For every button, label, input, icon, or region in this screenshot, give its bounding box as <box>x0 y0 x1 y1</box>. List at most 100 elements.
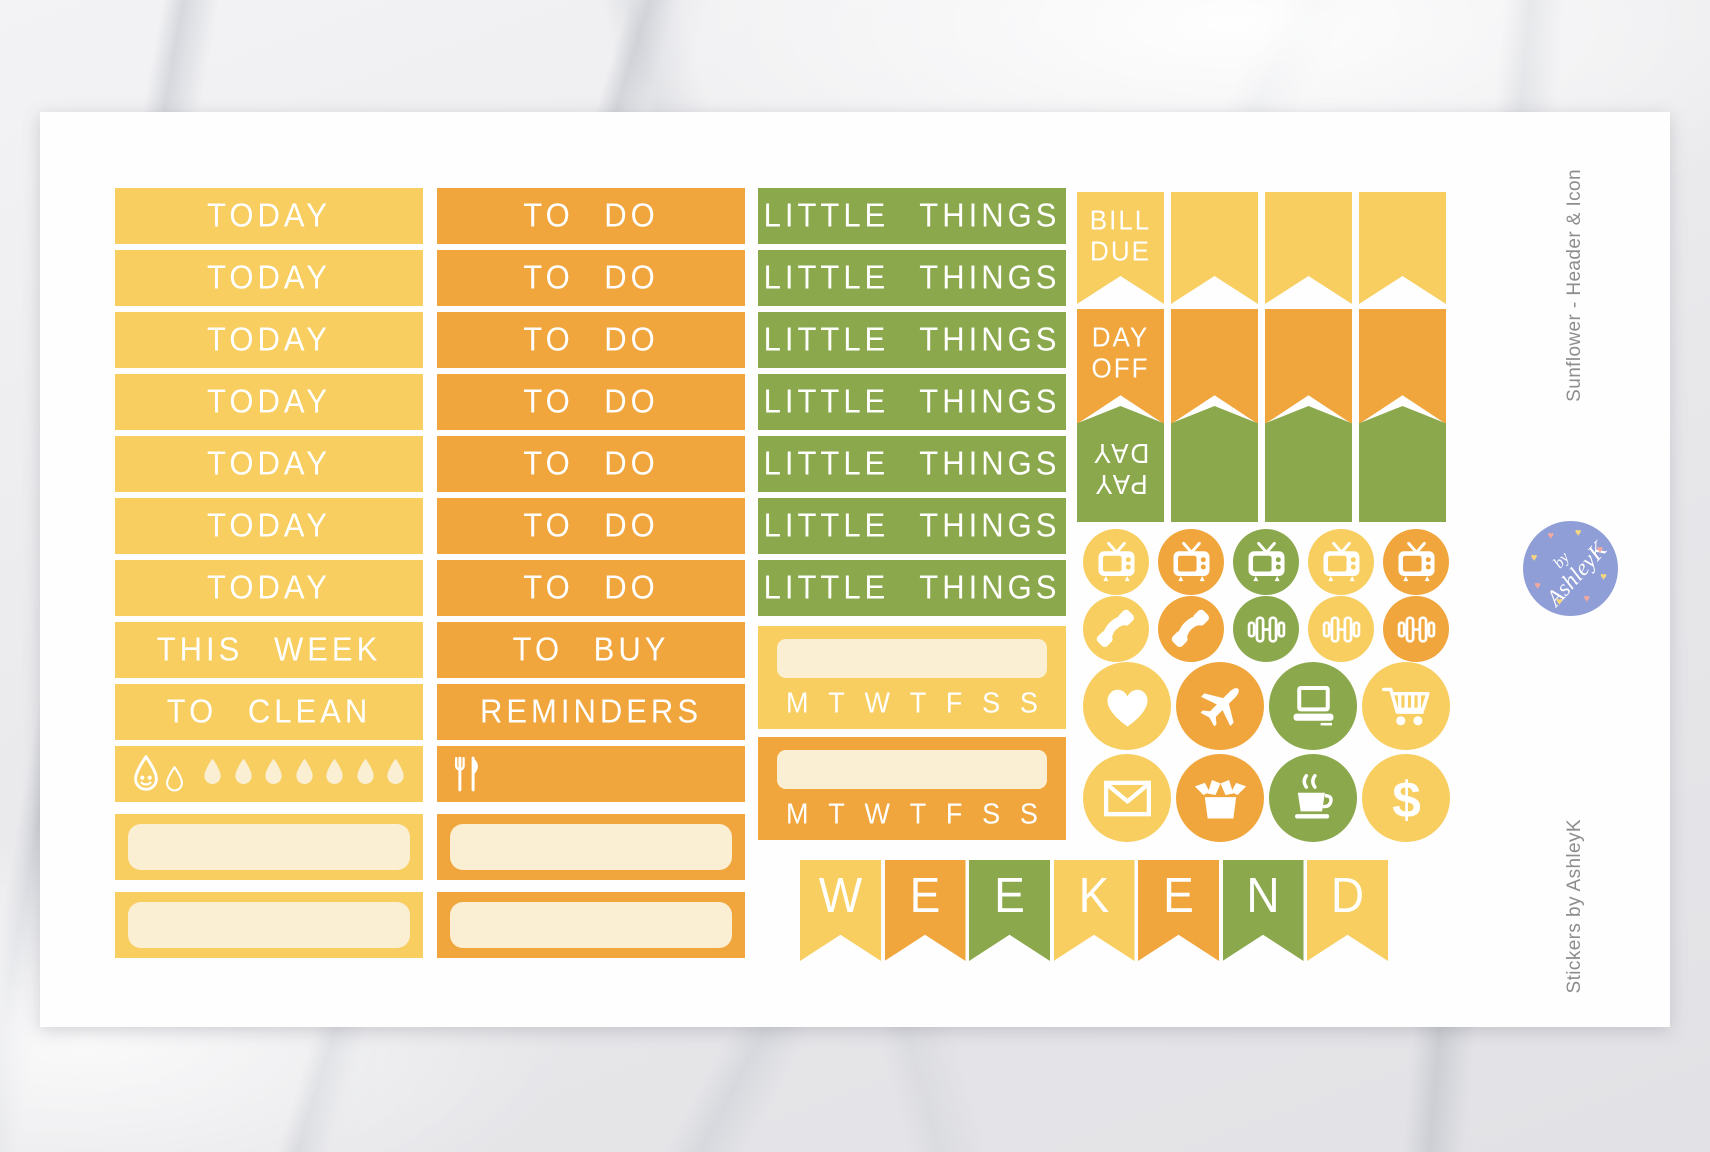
bill-due-flag-sticker <box>1359 192 1446 304</box>
little-things-header-sticker: LITTLE THINGS <box>758 188 1066 244</box>
header-label: TO DO <box>523 320 659 359</box>
water-drop <box>232 757 255 792</box>
header-label: LITTLE THINGS <box>763 196 1061 235</box>
plane-icon-sticker <box>1176 662 1264 750</box>
weekend-pennant: E <box>969 860 1050 961</box>
little-things-header-sticker: LITTLE THINGS <box>758 436 1066 492</box>
day-letter: S <box>1019 798 1038 830</box>
water-drop <box>262 757 285 792</box>
to-do-header-sticker: TO DO <box>437 436 745 492</box>
heart-icon: ♥ <box>1600 570 1607 583</box>
pay-day-flag-sticker <box>1171 406 1258 522</box>
little-things-header-sticker: LITTLE THINGS <box>758 560 1066 616</box>
blank-label-sticker <box>437 892 745 958</box>
cutlery-icon <box>455 756 478 792</box>
today-header-sticker: TODAY <box>115 250 423 306</box>
to-do-header-sticker: TO DO <box>437 374 745 430</box>
header-label: REMINDERS <box>479 692 702 731</box>
header-label: TODAY <box>207 506 331 545</box>
cart-icon <box>1381 687 1430 725</box>
weekend-pennant: K <box>1053 860 1135 961</box>
pay-day-flag-sticker <box>1359 406 1446 522</box>
heart-icon: ♥ <box>1547 530 1555 543</box>
dumbbell-icon <box>1247 615 1285 643</box>
header-label: TODAY <box>207 382 331 421</box>
heart-icon: ♥ <box>1534 579 1541 592</box>
heart-icon: ♥ <box>1556 596 1563 609</box>
water-drop <box>384 757 407 792</box>
bill-due-flag-sticker: BILL DUE <box>1077 192 1164 304</box>
water-drop <box>323 757 346 792</box>
water-drop-face-icon <box>131 755 185 793</box>
todo-column: TO DO TO DO TO DO TO DO TO DO TO DO TO DO TO BU… <box>437 188 745 988</box>
brand-credit-vertical: Stickers by AshleyK <box>1564 819 1585 994</box>
little-things-header-sticker: LITTLE THINGS <box>758 374 1066 430</box>
day-off-flag-sticker: DAY OFF <box>1077 309 1164 424</box>
day-letter: M <box>786 798 809 830</box>
dumbbell-icon-sticker <box>1383 596 1449 662</box>
heart-icon-sticker <box>1083 662 1171 750</box>
meal-tracker-sticker <box>437 746 745 802</box>
today-header-sticker: TODAY <box>115 374 423 430</box>
heart-icon: ♥ <box>1574 526 1582 539</box>
dumbbell-icon-sticker <box>1233 596 1299 662</box>
header-label: LITTLE THINGS <box>763 506 1061 545</box>
to-buy-header-sticker: TO BUY <box>437 622 745 678</box>
laptop-icon-sticker <box>1269 662 1357 750</box>
little-things-header-sticker: LITTLE THINGS <box>758 250 1066 306</box>
day-letter: S <box>1019 687 1038 719</box>
day-letter: M <box>786 687 809 719</box>
today-header-sticker: TODAY <box>115 312 423 368</box>
bill-due-flag-sticker <box>1171 192 1258 304</box>
flag-label-line: DAY <box>1091 437 1150 470</box>
flag-label: PAY DAY <box>1077 437 1164 500</box>
pennant-letter: E <box>909 867 941 923</box>
day-letter: S <box>982 687 1001 719</box>
header-label: TO DO <box>523 568 659 607</box>
flag-label: DAY OFF <box>1077 309 1164 383</box>
little-things-header-sticker: LITTLE THINGS <box>758 312 1066 368</box>
blank-label-sticker <box>115 892 423 958</box>
day-letter: T <box>909 798 927 830</box>
heart-icon: ♥ <box>1596 543 1604 556</box>
header-label: LITTLE THINGS <box>763 382 1061 421</box>
tv-icon <box>1173 541 1209 581</box>
pay-day-flag-sticker <box>1265 406 1352 522</box>
tv-icon <box>1398 541 1434 581</box>
tv-icon-sticker <box>1083 529 1149 595</box>
plane-icon <box>1200 687 1239 726</box>
weekend-pennant: N <box>1222 860 1304 961</box>
header-label: TO DO <box>523 444 659 483</box>
today-header-sticker: TODAY <box>115 436 423 492</box>
day-letter: F <box>945 687 963 719</box>
dumbbell-icon <box>1322 615 1360 643</box>
header-label: LITTLE THINGS <box>763 258 1061 297</box>
envelope-icon <box>1103 780 1151 816</box>
to-do-header-sticker: TO DO <box>437 498 745 554</box>
svg-text:$: $ <box>1392 771 1421 827</box>
day-letter: F <box>945 798 963 830</box>
header-label: TODAY <box>207 320 331 359</box>
coffee-icon-sticker <box>1269 754 1357 842</box>
blank-label-slot <box>128 824 410 870</box>
to-do-header-sticker: TO DO <box>437 560 745 616</box>
water-drop-icon <box>356 758 374 784</box>
tv-icon <box>1248 541 1284 581</box>
tracker-write-slot <box>777 750 1047 789</box>
sheet-title-vertical: Sunflower - Header & Icon <box>1564 169 1585 402</box>
today-column: TODAY TODAY TODAY TODAY TODAY TODAY TODAY THIS … <box>115 188 423 988</box>
weekend-pennant: E <box>1138 860 1219 961</box>
tv-icon-sticker <box>1308 529 1374 595</box>
header-label: LITTLE THINGS <box>763 320 1061 359</box>
water-drop-icon <box>166 766 183 792</box>
flag-label-line: DUE <box>1090 234 1151 267</box>
reminders-header-sticker: REMINDERS <box>437 684 745 740</box>
water-drop-row <box>201 757 407 792</box>
water-drop <box>201 757 224 792</box>
laptop-icon <box>1293 685 1333 725</box>
header-label: TO DO <box>523 506 659 545</box>
day-letter: S <box>982 798 1001 830</box>
